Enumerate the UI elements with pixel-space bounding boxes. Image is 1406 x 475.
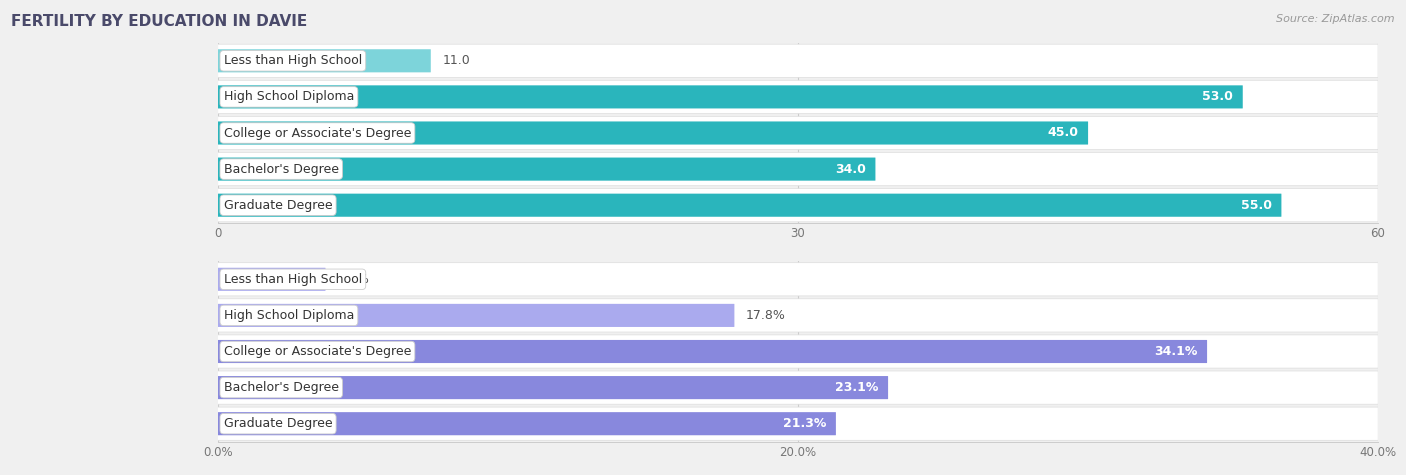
Text: Source: ZipAtlas.com: Source: ZipAtlas.com	[1277, 14, 1395, 24]
FancyBboxPatch shape	[218, 376, 889, 399]
Text: 45.0: 45.0	[1047, 126, 1078, 140]
Text: College or Associate's Degree: College or Associate's Degree	[224, 345, 411, 358]
Text: High School Diploma: High School Diploma	[224, 309, 354, 322]
Text: 55.0: 55.0	[1241, 199, 1272, 212]
FancyBboxPatch shape	[218, 80, 1378, 114]
Text: Graduate Degree: Graduate Degree	[224, 417, 332, 430]
Text: College or Associate's Degree: College or Associate's Degree	[224, 126, 411, 140]
FancyBboxPatch shape	[218, 158, 876, 180]
FancyBboxPatch shape	[218, 122, 1088, 144]
FancyBboxPatch shape	[218, 152, 1378, 186]
Text: 17.8%: 17.8%	[745, 309, 786, 322]
Text: FERTILITY BY EDUCATION IN DAVIE: FERTILITY BY EDUCATION IN DAVIE	[11, 14, 308, 29]
Text: 3.7%: 3.7%	[337, 273, 368, 286]
Text: High School Diploma: High School Diploma	[224, 90, 354, 104]
Text: 21.3%: 21.3%	[783, 417, 827, 430]
Text: Bachelor's Degree: Bachelor's Degree	[224, 162, 339, 176]
Text: 34.1%: 34.1%	[1154, 345, 1198, 358]
Text: Less than High School: Less than High School	[224, 54, 361, 67]
FancyBboxPatch shape	[218, 194, 1281, 217]
FancyBboxPatch shape	[218, 49, 430, 72]
FancyBboxPatch shape	[218, 44, 1378, 77]
FancyBboxPatch shape	[218, 340, 1208, 363]
FancyBboxPatch shape	[218, 263, 1378, 296]
FancyBboxPatch shape	[218, 268, 326, 291]
Text: 34.0: 34.0	[835, 162, 866, 176]
FancyBboxPatch shape	[218, 116, 1378, 150]
Text: Graduate Degree: Graduate Degree	[224, 199, 332, 212]
FancyBboxPatch shape	[218, 412, 837, 435]
FancyBboxPatch shape	[218, 86, 1243, 108]
FancyBboxPatch shape	[218, 407, 1378, 440]
Text: 11.0: 11.0	[441, 54, 470, 67]
Text: 23.1%: 23.1%	[835, 381, 879, 394]
Text: 53.0: 53.0	[1202, 90, 1233, 104]
FancyBboxPatch shape	[218, 371, 1378, 404]
FancyBboxPatch shape	[218, 189, 1378, 222]
Text: Bachelor's Degree: Bachelor's Degree	[224, 381, 339, 394]
FancyBboxPatch shape	[218, 299, 1378, 332]
Text: Less than High School: Less than High School	[224, 273, 361, 286]
FancyBboxPatch shape	[218, 304, 734, 327]
FancyBboxPatch shape	[218, 335, 1378, 368]
